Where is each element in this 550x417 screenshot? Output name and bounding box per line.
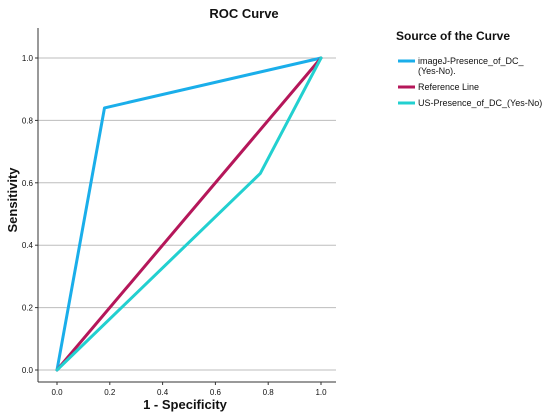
legend-item-1: Reference Line bbox=[398, 82, 479, 92]
legend-label-2-0: US-Presence_of_DC_(Yes-No) bbox=[418, 98, 542, 108]
plot-area bbox=[38, 28, 336, 382]
legend: Source of the Curve imageJ-Presence_of_D… bbox=[396, 29, 542, 108]
y-tick-label-1: 0.2 bbox=[22, 304, 34, 313]
x-axis-label: 1 - Specificity bbox=[143, 397, 228, 412]
y-tick-label-3: 0.6 bbox=[22, 179, 34, 188]
y-tick-label-0: 0.0 bbox=[22, 366, 34, 375]
x-tick-label-2: 0.4 bbox=[157, 388, 169, 397]
x-tick-label-4: 0.8 bbox=[263, 388, 275, 397]
legend-item-0: imageJ-Presence_of_DC_(Yes-No). bbox=[398, 56, 525, 76]
series-line-0 bbox=[55, 56, 323, 372]
series-lines bbox=[55, 56, 323, 372]
series-line-1 bbox=[55, 56, 323, 372]
x-tick-label-5: 1.0 bbox=[315, 388, 327, 397]
legend-label-0-1: (Yes-No). bbox=[418, 66, 456, 76]
y-tick-label-5: 1.0 bbox=[22, 54, 34, 63]
y-axis-label: Sensitivity bbox=[5, 167, 20, 233]
legend-label-1-0: Reference Line bbox=[418, 82, 479, 92]
legend-item-2: US-Presence_of_DC_(Yes-No) bbox=[398, 98, 542, 108]
legend-title: Source of the Curve bbox=[396, 29, 510, 43]
x-tick-label-0: 0.0 bbox=[51, 388, 63, 397]
y-tick-label-4: 0.8 bbox=[22, 116, 34, 125]
chart-title: ROC Curve bbox=[209, 6, 278, 21]
x-tick-label-3: 0.6 bbox=[210, 388, 222, 397]
tick-labels: 0.0 0.2 0.4 0.6 0.8 1.0 0.0 0.2 0.4 0.6 0.8 1.0 bbox=[22, 54, 327, 397]
y-tick-label-2: 0.4 bbox=[22, 241, 34, 250]
series-line-2 bbox=[55, 56, 323, 372]
legend-label-0-0: imageJ-Presence_of_DC_ bbox=[418, 56, 525, 66]
axes bbox=[35, 28, 336, 385]
x-tick-label-1: 0.2 bbox=[104, 388, 116, 397]
